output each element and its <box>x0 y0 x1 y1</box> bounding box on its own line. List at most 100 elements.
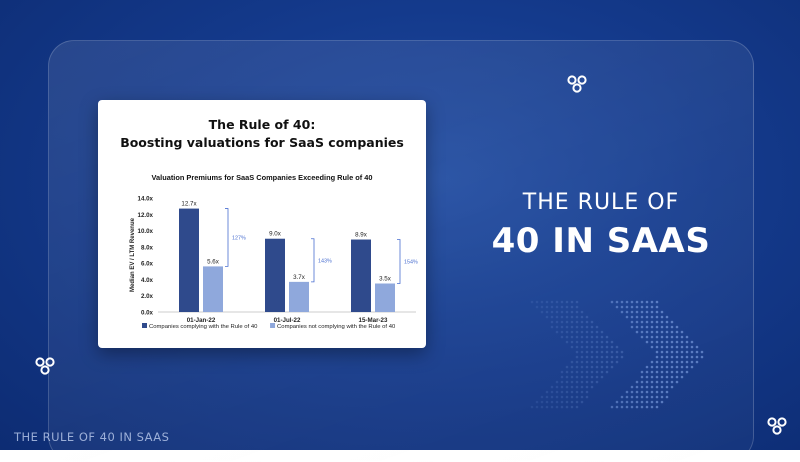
chevron-dot <box>675 340 679 344</box>
chevron-dot <box>615 345 619 349</box>
y-tick-label: 12.0x <box>138 212 154 219</box>
chevron-dot <box>580 320 584 324</box>
chevron-dot <box>610 360 614 364</box>
x-tick-label: 01-Jan-22 <box>187 317 216 324</box>
chevron-dot <box>595 350 599 354</box>
chevron-dot <box>660 350 664 354</box>
y-tick-label: 8.0x <box>141 244 154 251</box>
chevron-dot <box>610 300 614 304</box>
chevron-dot <box>655 310 659 314</box>
chevron-dot <box>610 345 614 349</box>
chevron-dot <box>675 380 679 384</box>
chevron-dot <box>620 395 624 399</box>
chevron-dot <box>680 330 684 334</box>
chevron-dot <box>560 300 564 304</box>
chevron-dot <box>595 335 599 339</box>
chevron-dot <box>560 335 564 339</box>
chevron-dot <box>650 330 654 334</box>
x-tick-label: 15-Mar-23 <box>359 317 388 324</box>
chevron-dot <box>640 325 644 329</box>
chevron-dot <box>625 400 629 404</box>
chevron-dot <box>670 375 674 379</box>
data-label: 3.7x <box>293 274 306 281</box>
chevron-dot <box>670 355 674 359</box>
chevron-dot <box>670 360 674 364</box>
chevron-dot <box>655 365 659 369</box>
chevron-dot <box>560 375 564 379</box>
chevron-dot <box>575 370 579 374</box>
chevron-dot <box>670 350 674 354</box>
chevron-dot <box>590 360 594 364</box>
chevron-dot <box>645 365 649 369</box>
chevron-dot <box>630 400 634 404</box>
chevron-dot <box>625 310 629 314</box>
chevron-dot <box>565 405 569 409</box>
chevron-dot <box>650 360 654 364</box>
chevron-dot <box>640 400 644 404</box>
chevron-dot <box>600 370 604 374</box>
y-tick-label: 0.0x <box>141 310 154 317</box>
chevron-dot <box>570 370 574 374</box>
chevron-dot <box>625 395 629 399</box>
chevron-dot <box>585 315 589 319</box>
chevron-dot <box>620 405 624 409</box>
chevron-dot <box>665 335 669 339</box>
legend-swatch <box>142 323 147 328</box>
chevron-dot <box>610 405 614 409</box>
chevron-dot <box>570 395 574 399</box>
chevron-dot <box>535 405 539 409</box>
chevron-dot <box>630 385 634 389</box>
three-circles-logo-icon <box>35 357 55 375</box>
chevron-dot <box>615 300 619 304</box>
chevron-dot <box>635 390 639 394</box>
card-title: The Rule of 40: <box>208 117 316 132</box>
chevron-dot <box>635 395 639 399</box>
chevron-dot <box>560 330 564 334</box>
premium-label: 154% <box>404 260 418 266</box>
legend-swatch <box>270 323 276 328</box>
chevron-dot <box>645 335 649 339</box>
chevron-dot <box>640 315 644 319</box>
chevron-dot <box>660 385 664 389</box>
chevron-dot <box>575 360 579 364</box>
three-circles-logo-icon <box>767 417 787 435</box>
chevron-dot <box>595 380 599 384</box>
chevron-dot <box>665 350 669 354</box>
premium-bracket <box>311 238 315 283</box>
chevron-dot <box>585 325 589 329</box>
chevron-dot <box>665 345 669 349</box>
chevron-dot <box>580 380 584 384</box>
chevron-dot <box>635 385 639 389</box>
chevron-dot <box>585 395 589 399</box>
chevron-dot <box>590 345 594 349</box>
chevron-dot <box>655 395 659 399</box>
chevron-dot <box>680 350 684 354</box>
chevron-dot <box>550 400 554 404</box>
bar-chart: Valuation Premiums for SaaS Companies Ex… <box>130 173 418 330</box>
chevron-dot <box>655 350 659 354</box>
data-label: 8.9x <box>355 232 368 239</box>
chevron-dot <box>605 340 609 344</box>
chevron-dot <box>660 360 664 364</box>
chevron-dot <box>615 405 619 409</box>
premium-label: 143% <box>318 258 332 264</box>
chevron-dot <box>640 385 644 389</box>
chevron-dot <box>635 380 639 384</box>
chevron-dot <box>575 350 579 354</box>
chevron-dot <box>540 395 544 399</box>
chevron-dot <box>545 390 549 394</box>
chevron-dot <box>685 355 689 359</box>
chevron-dot <box>620 310 624 314</box>
chevron-dot <box>570 335 574 339</box>
chevron-dot <box>670 380 674 384</box>
chevron-dot <box>585 335 589 339</box>
chevron-dot <box>585 350 589 354</box>
chevron-dot <box>645 390 649 394</box>
chevron-dot <box>655 355 659 359</box>
chevron-dot <box>675 370 679 374</box>
chevron-dot <box>590 340 594 344</box>
chevron-dot <box>605 360 609 364</box>
chevron-dot <box>685 345 689 349</box>
chevron-dot <box>580 340 584 344</box>
chevron-dot <box>575 310 579 314</box>
